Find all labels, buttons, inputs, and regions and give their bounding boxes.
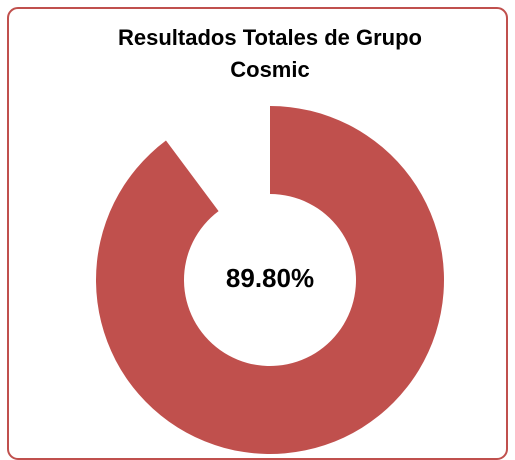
center-label: 89.80% [226, 263, 314, 293]
chart-title: Resultados Totales de Grupo Cosmic [118, 25, 422, 82]
donut-segment [95, 106, 444, 455]
